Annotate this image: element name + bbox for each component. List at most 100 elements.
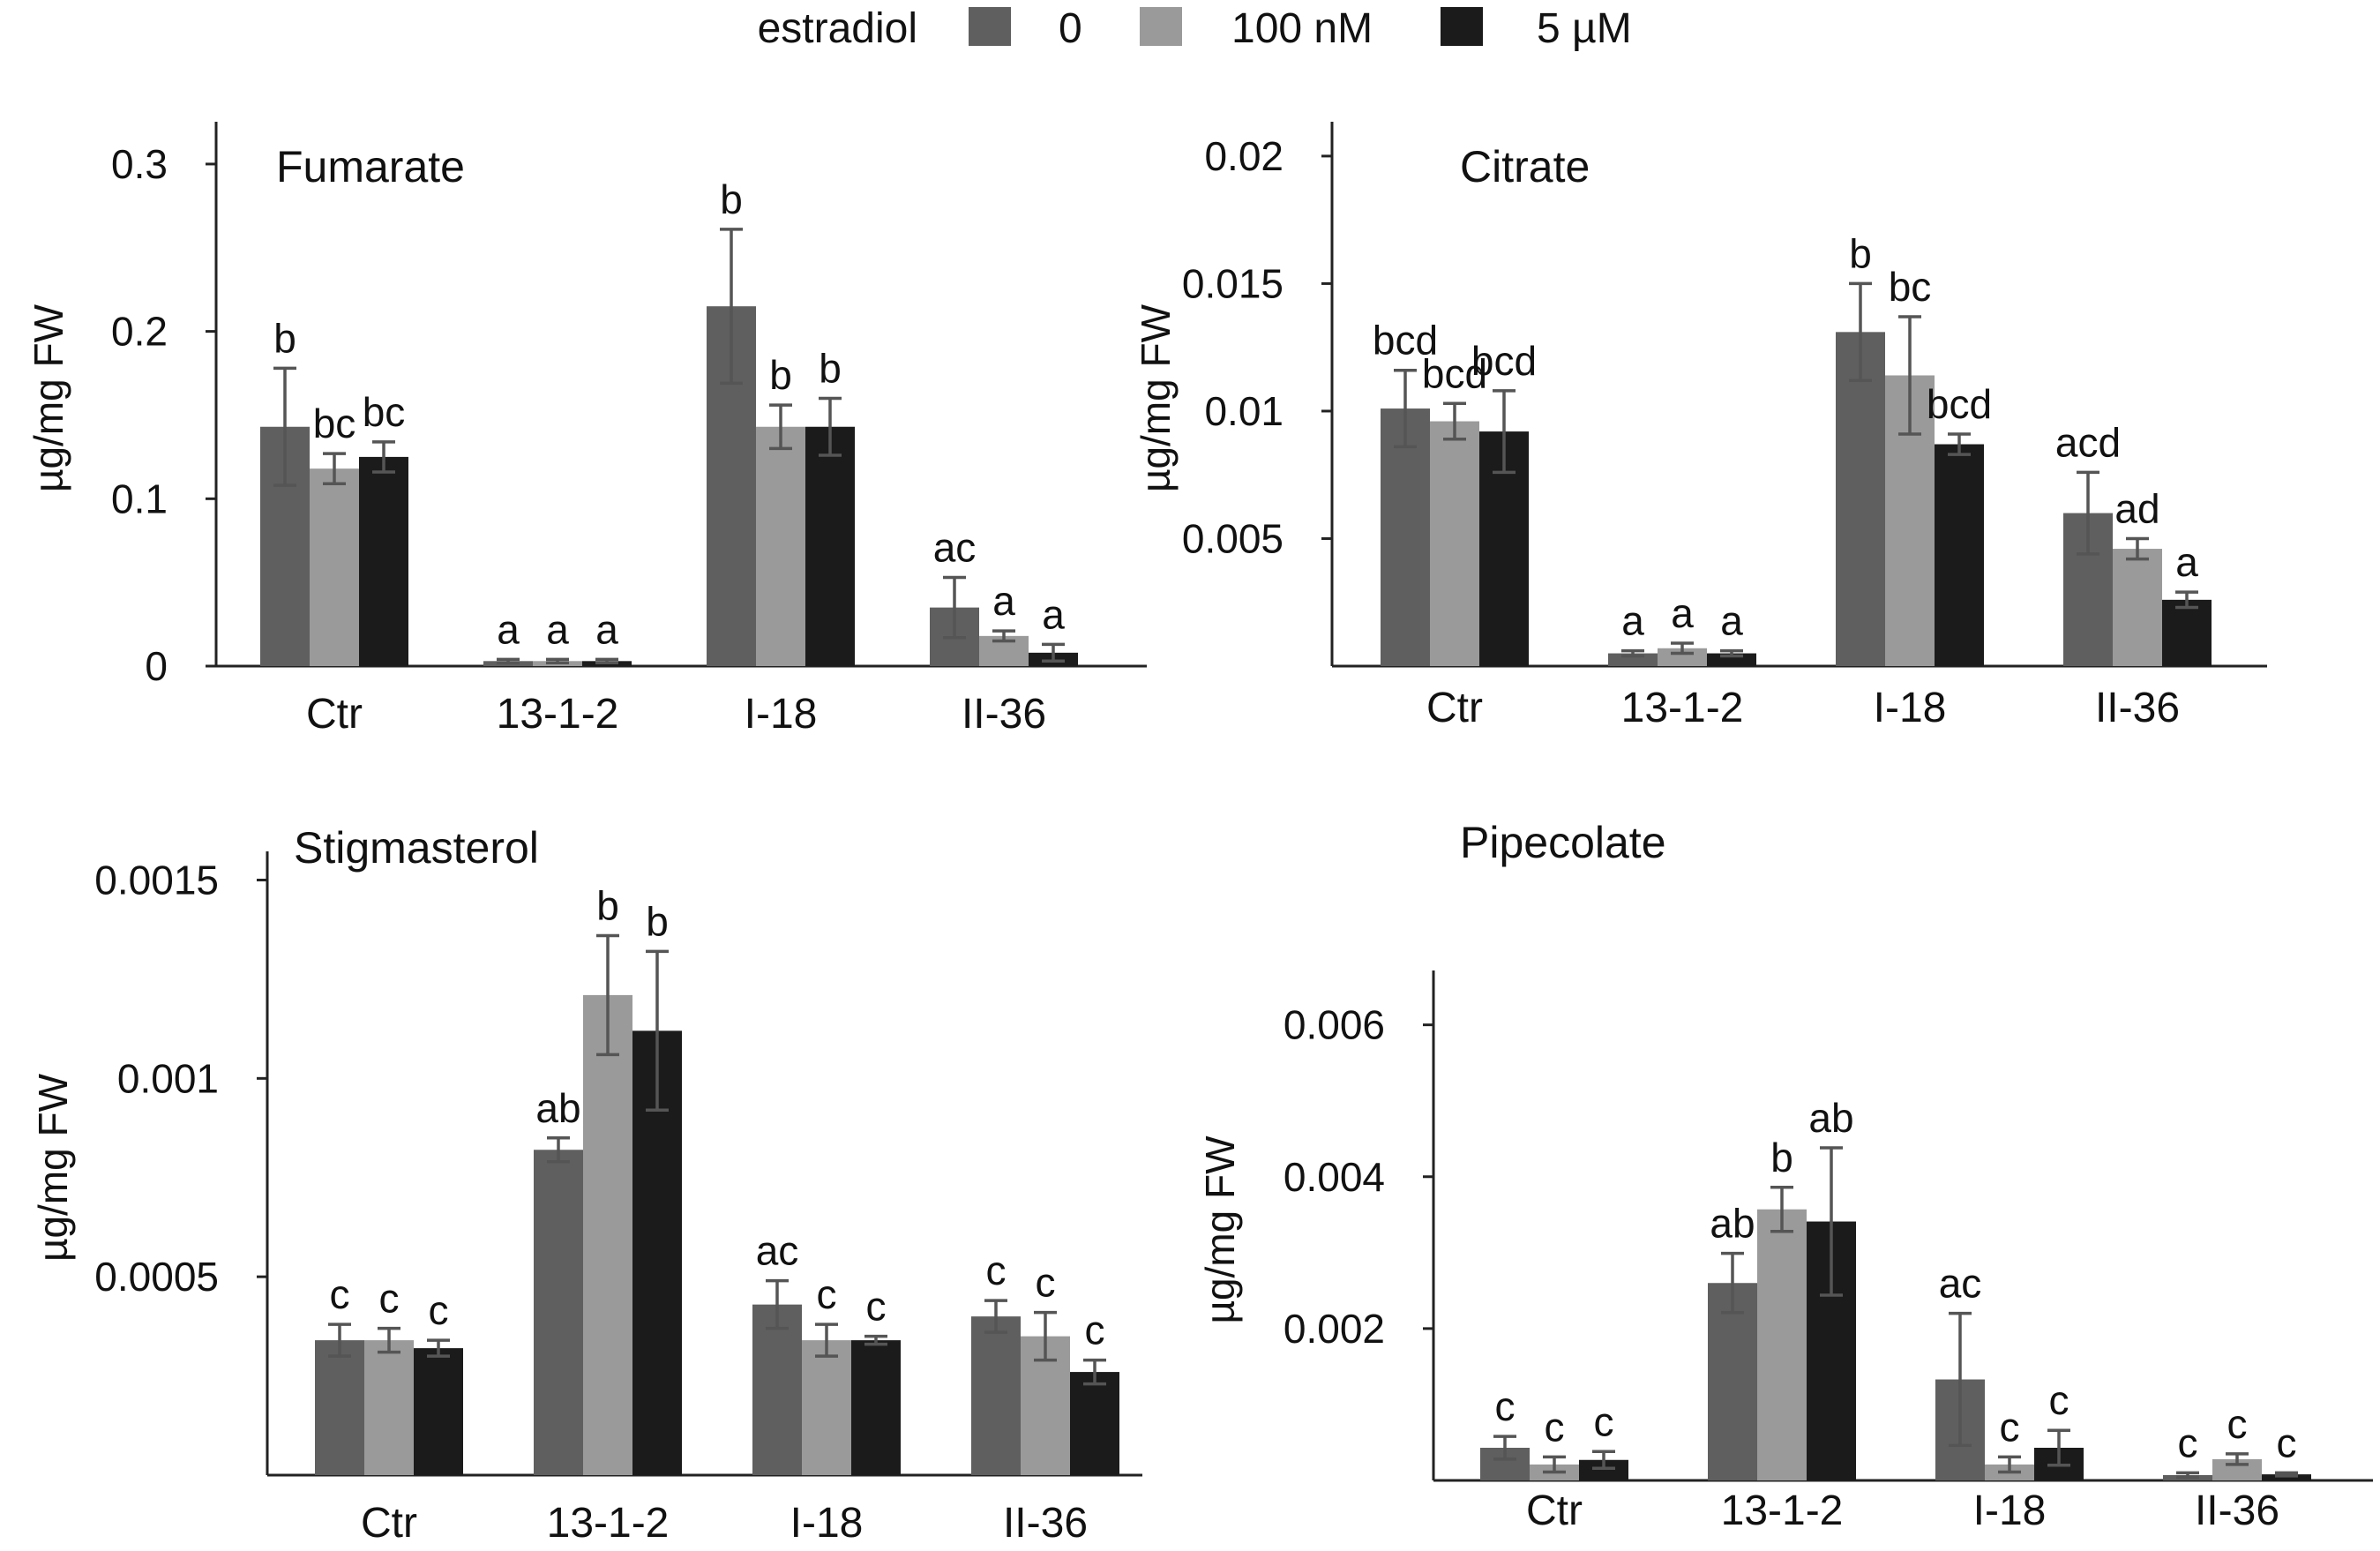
legend-swatch-1 bbox=[1140, 7, 1182, 46]
category-label: 13-1-2 bbox=[547, 1500, 670, 1547]
significance-label: b bbox=[720, 176, 743, 222]
y-tick-label: 0.1 bbox=[111, 476, 168, 521]
significance-label: c bbox=[2178, 1420, 2198, 1465]
significance-label: acd bbox=[2055, 419, 2121, 465]
significance-label: c bbox=[379, 1276, 400, 1322]
category-label: I-18 bbox=[1973, 1487, 2047, 1534]
category-label: Ctr bbox=[1426, 685, 1483, 731]
category-label: Ctr bbox=[306, 691, 363, 738]
category-label: I-18 bbox=[1874, 685, 1947, 731]
significance-label: bc bbox=[313, 401, 356, 446]
category-label: 13-1-2 bbox=[497, 691, 619, 738]
significance-label: bcd bbox=[1422, 350, 1487, 396]
bar bbox=[414, 1348, 463, 1475]
y-tick-label: 0.001 bbox=[117, 1055, 219, 1101]
legend-label-1: 100 nM bbox=[1231, 5, 1373, 52]
legend-swatch-0 bbox=[969, 7, 1011, 46]
chart-title: Fumarate bbox=[276, 142, 465, 191]
y-tick-label: 0 bbox=[145, 643, 168, 689]
significance-label: a bbox=[992, 578, 1015, 624]
bar bbox=[1381, 408, 1430, 666]
bar bbox=[1070, 1372, 1119, 1475]
significance-label: c bbox=[1085, 1307, 1105, 1353]
y-tick-label: 0.3 bbox=[111, 141, 168, 187]
legend-label-2: 5 µM bbox=[1537, 5, 1632, 52]
significance-label: bcd bbox=[1927, 381, 1992, 427]
significance-label: c bbox=[986, 1248, 1007, 1293]
significance-label: ac bbox=[1939, 1261, 1982, 1307]
bar bbox=[1836, 332, 1885, 666]
significance-label: ac bbox=[933, 524, 977, 570]
significance-label: b bbox=[1770, 1135, 1793, 1180]
legend-swatch-2 bbox=[1441, 7, 1483, 46]
category-label: II-36 bbox=[1003, 1500, 1088, 1547]
significance-label: b bbox=[273, 315, 296, 361]
significance-label: b bbox=[596, 882, 619, 928]
y-axis-label: µg/mg FW bbox=[1197, 1135, 1243, 1324]
bar bbox=[2162, 599, 2212, 666]
bar bbox=[310, 468, 359, 666]
significance-label: c bbox=[817, 1271, 837, 1317]
bar bbox=[752, 1304, 802, 1475]
significance-label: b bbox=[819, 346, 842, 392]
y-tick-label: 0.015 bbox=[1182, 260, 1284, 306]
significance-label: c bbox=[1594, 1398, 1614, 1444]
significance-label: ad bbox=[2114, 485, 2159, 531]
y-axis-label: µg/mg FW bbox=[26, 303, 71, 492]
bar bbox=[1935, 444, 1984, 666]
chart-title: Citrate bbox=[1460, 142, 1590, 191]
chart-title: Pipecolate bbox=[1460, 818, 1666, 867]
significance-label: c bbox=[866, 1284, 887, 1330]
y-axis-label: µg/mg FW bbox=[30, 1073, 76, 1262]
bar bbox=[315, 1340, 364, 1475]
significance-label: bcd bbox=[1471, 338, 1537, 384]
significance-label: a bbox=[1621, 598, 1644, 644]
category-label: 13-1-2 bbox=[1721, 1487, 1844, 1534]
bar bbox=[1707, 653, 1756, 666]
category-label: Ctr bbox=[361, 1500, 417, 1547]
bar bbox=[756, 426, 805, 666]
significance-label: bcd bbox=[1373, 318, 1438, 363]
bar bbox=[851, 1340, 901, 1475]
category-label: II-36 bbox=[2195, 1487, 2279, 1534]
significance-label: a bbox=[546, 606, 569, 652]
bar bbox=[1757, 1209, 1807, 1480]
significance-label: c bbox=[2049, 1377, 2069, 1423]
y-tick-label: 0.005 bbox=[1182, 515, 1284, 561]
bar bbox=[2113, 549, 2162, 666]
category-label: I-18 bbox=[790, 1500, 864, 1547]
significance-label: bc bbox=[363, 389, 406, 435]
significance-label: c bbox=[330, 1271, 350, 1317]
significance-label: b bbox=[1849, 230, 1872, 276]
bar bbox=[1608, 653, 1658, 666]
bar bbox=[802, 1340, 851, 1475]
significance-label: b bbox=[646, 898, 669, 944]
significance-label: ab bbox=[1808, 1095, 1853, 1141]
significance-label: c bbox=[2000, 1404, 2020, 1450]
y-tick-label: 0.002 bbox=[1284, 1306, 1385, 1352]
category-label: I-18 bbox=[745, 691, 818, 738]
category-label: 13-1-2 bbox=[1621, 685, 1744, 731]
y-tick-label: 0.0005 bbox=[94, 1254, 219, 1300]
significance-label: b bbox=[769, 352, 792, 398]
y-tick-label: 0.004 bbox=[1284, 1154, 1385, 1200]
significance-label: ab bbox=[1710, 1201, 1755, 1247]
bar bbox=[1430, 421, 1479, 666]
significance-label: a bbox=[1720, 598, 1743, 644]
significance-label: a bbox=[1042, 591, 1065, 637]
bar bbox=[1708, 1283, 1757, 1480]
significance-label: c bbox=[1495, 1383, 1516, 1429]
category-label: II-36 bbox=[2095, 685, 2180, 731]
y-tick-label: 0.02 bbox=[1204, 133, 1284, 179]
chart-title: Stigmasterol bbox=[294, 823, 539, 873]
bar bbox=[805, 426, 855, 666]
bar bbox=[1579, 1459, 1628, 1480]
category-label: Ctr bbox=[1526, 1487, 1583, 1534]
significance-label: c bbox=[2277, 1420, 2297, 1465]
significance-label: c bbox=[1545, 1404, 1565, 1450]
significance-label: a bbox=[1671, 590, 1694, 636]
